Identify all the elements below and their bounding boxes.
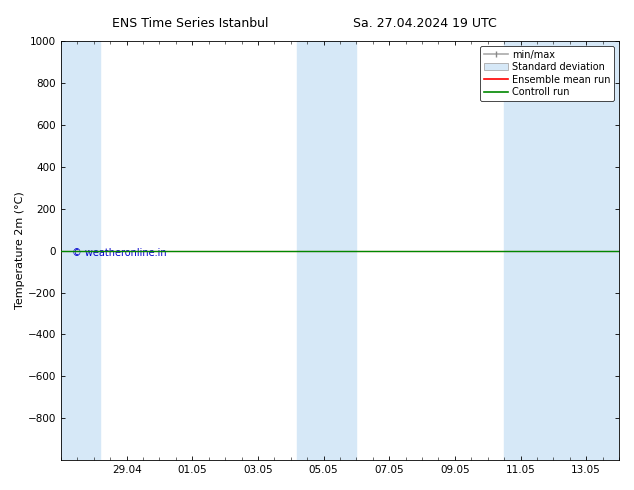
- Text: © weatheronline.in: © weatheronline.in: [72, 248, 167, 259]
- Text: ENS Time Series Istanbul: ENS Time Series Istanbul: [112, 17, 268, 30]
- Bar: [504, 41, 619, 460]
- Y-axis label: Temperature 2m (°C): Temperature 2m (°C): [15, 192, 25, 310]
- Legend: min/max, Standard deviation, Ensemble mean run, Controll run: min/max, Standard deviation, Ensemble me…: [480, 46, 614, 101]
- Title: ENS Time Series Istanbul      Sa. 27.04.2024 19 UTC: ENS Time Series Istanbul Sa. 27.04.2024 …: [0, 489, 1, 490]
- Text: Sa. 27.04.2024 19 UTC: Sa. 27.04.2024 19 UTC: [353, 17, 496, 30]
- Bar: [297, 41, 356, 460]
- Bar: [61, 41, 100, 460]
